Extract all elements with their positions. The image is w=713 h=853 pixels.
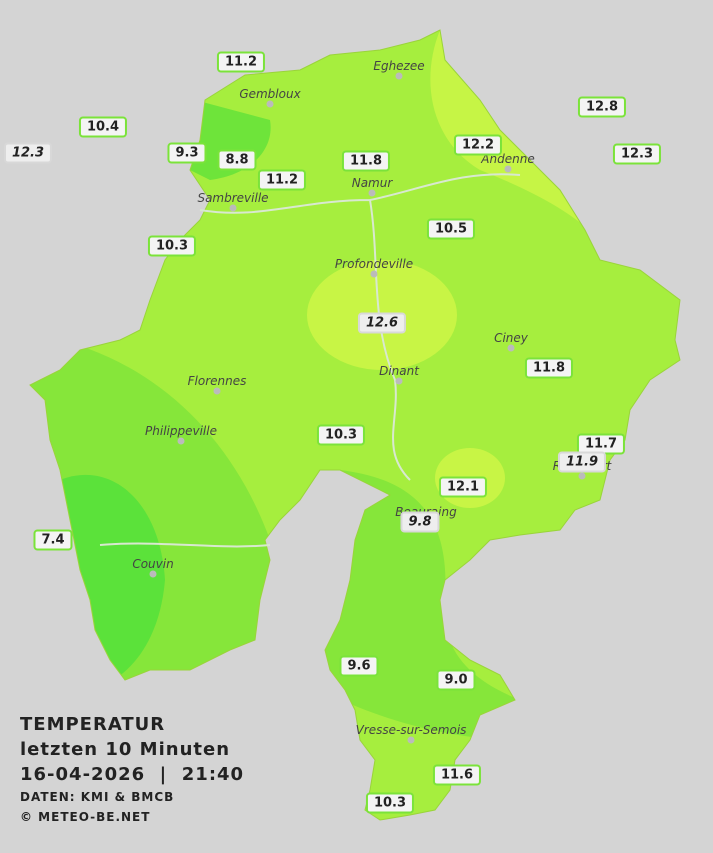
station-reading: 10.5 xyxy=(426,218,476,240)
station-reading: 11.9 xyxy=(557,451,607,473)
town-dot xyxy=(395,377,403,385)
town-dot xyxy=(229,204,237,212)
station-reading: 12.2 xyxy=(453,134,503,156)
station-reading: 11.8 xyxy=(341,150,391,172)
town-name: Couvin xyxy=(132,557,174,571)
station-reading: 10.3 xyxy=(316,424,366,446)
town-dot xyxy=(368,189,376,197)
station-reading: 7.4 xyxy=(33,529,73,551)
rivers xyxy=(99,173,521,548)
station-reading: 8.8 xyxy=(217,149,257,171)
town-name: Gembloux xyxy=(239,87,301,101)
station-reading: 12.3 xyxy=(612,143,662,165)
town-dot xyxy=(149,570,157,578)
town-name: Dinant xyxy=(379,364,419,378)
legend: TEMPERATUR letzten 10 Minuten 16-04-2026… xyxy=(20,712,244,827)
station-reading: 11.8 xyxy=(524,357,574,379)
legend-datetime: 16-04-2026 | 21:40 xyxy=(20,764,245,785)
town-dot xyxy=(266,100,274,108)
town-dot xyxy=(407,736,415,744)
town-dot xyxy=(370,270,378,278)
town-name: Florennes xyxy=(187,374,247,388)
town-dot xyxy=(507,344,515,352)
legend-heading: TEMPERATUR xyxy=(20,714,166,735)
station-reading: 12.8 xyxy=(577,96,627,118)
station-reading: 11.2 xyxy=(257,169,307,191)
station-reading: 9.3 xyxy=(167,142,207,164)
town-dot xyxy=(177,437,185,445)
town-name: Vresse-sur-Semois xyxy=(355,723,467,737)
station-reading: 10.4 xyxy=(78,116,128,138)
town-name: Ciney xyxy=(494,331,528,345)
legend-source: DATEN: KMI & BMCB xyxy=(20,790,175,804)
town-name: Eghezee xyxy=(373,59,425,73)
station-reading: 10.3 xyxy=(365,792,415,814)
station-reading: 9.6 xyxy=(339,655,379,677)
station-reading: 9.0 xyxy=(436,669,476,691)
station-reading: 10.3 xyxy=(147,235,197,257)
town-name: Philippeville xyxy=(145,424,217,438)
legend-subtitle: letzten 10 Minuten xyxy=(20,739,231,760)
town-dot xyxy=(578,472,586,480)
station-reading: 12.3 xyxy=(3,142,53,164)
legend-copyright: © METEO-BE.NET xyxy=(20,810,151,824)
station-reading: 12.1 xyxy=(438,476,488,498)
town-name: Profondeville xyxy=(334,257,414,271)
station-reading: 11.6 xyxy=(432,764,482,786)
town-dot xyxy=(213,387,221,395)
town-dot xyxy=(395,72,403,80)
town-dot xyxy=(504,165,512,173)
station-reading: 12.6 xyxy=(357,312,407,334)
station-reading: 11.2 xyxy=(216,51,266,73)
station-reading: 9.8 xyxy=(400,511,440,533)
town-name: Andenne xyxy=(481,152,535,166)
town-name: Sambreville xyxy=(197,191,269,205)
town-name: Namur xyxy=(351,176,393,190)
